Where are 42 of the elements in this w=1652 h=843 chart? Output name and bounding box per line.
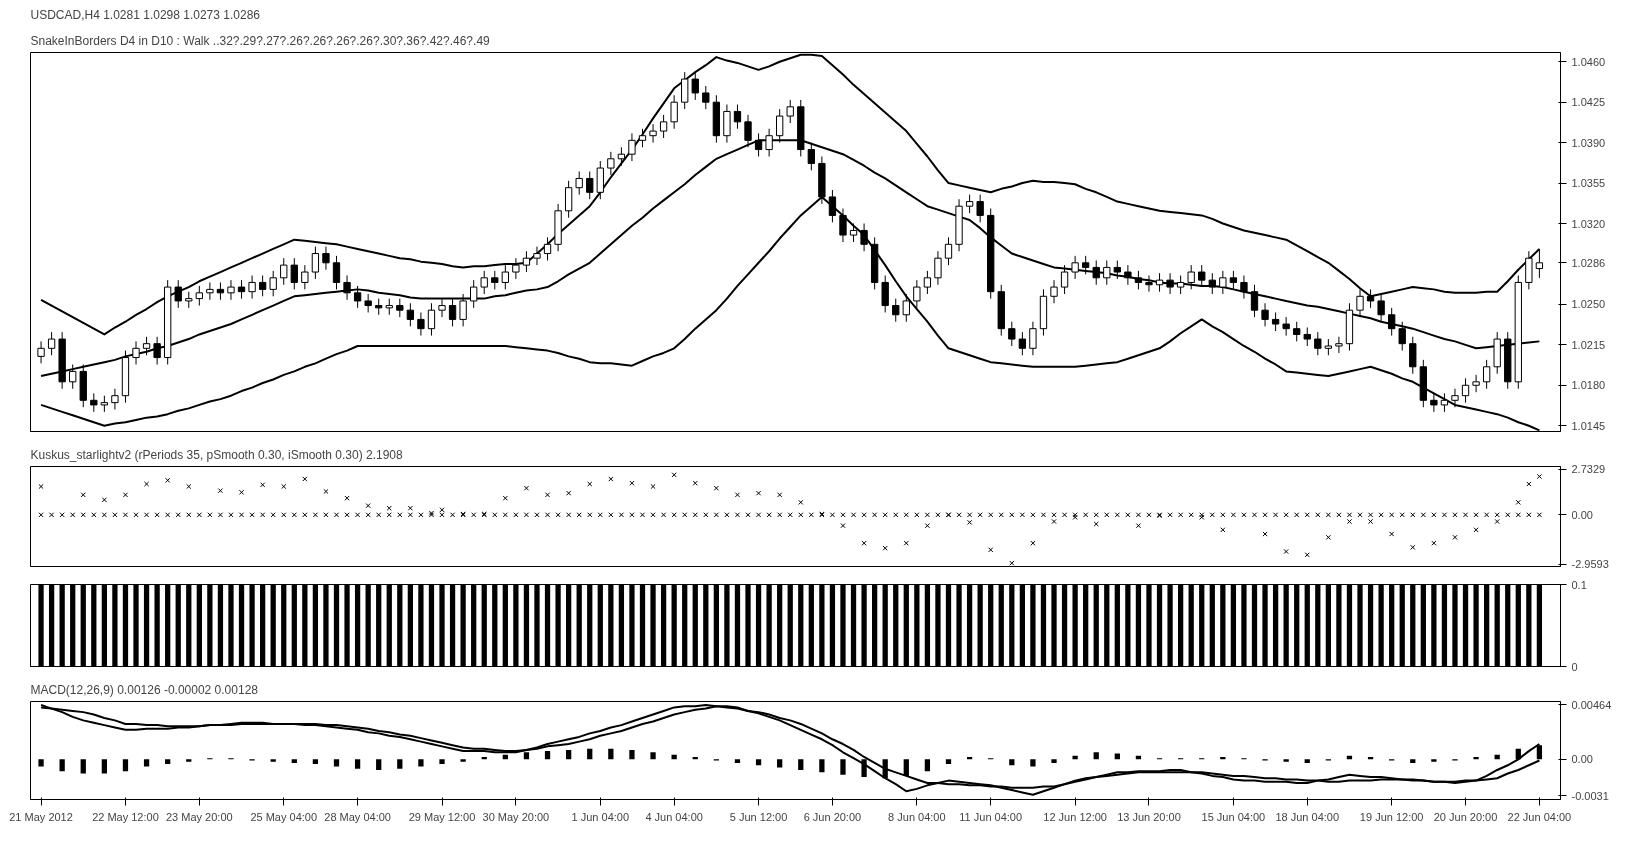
x-tick-label: 13 Jun 20:00 <box>1117 810 1181 823</box>
x-tick-label: 22 May 12:00 <box>92 810 159 823</box>
y-tick-label: 0.1 <box>1571 578 1587 591</box>
y-tick-label: 1.0145 <box>1571 419 1606 432</box>
x-tick-label: 20 Jun 20:00 <box>1433 810 1498 823</box>
x-tick-label: 23 May 20:00 <box>166 810 233 823</box>
y-tick-label: 0.00 <box>1571 508 1593 521</box>
x-tick-label: 15 Jun 04:00 <box>1201 810 1266 823</box>
chart-title: MACD(12,26,9) 0.00126 -0.00002 0.00128 <box>30 682 259 697</box>
y-tick-label: 1.0460 <box>1571 55 1606 68</box>
x-tick-label: 25 May 04:00 <box>250 810 318 823</box>
y-tick-label: -2.9593 <box>1571 558 1609 571</box>
y-tick-label: 0.00464 <box>1571 698 1612 711</box>
chart-title: Kuskus_starlightv2 (rPeriods 35, pSmooth 0.30, iSmooth 0.30) 2.1908 <box>30 447 404 462</box>
chart-title: USDCAD,H4 1.0281 1.0298 1.0273 1.0286 <box>30 7 261 22</box>
x-tick-label: 1 Jun 04:00 <box>571 810 630 823</box>
y-tick-label: 0.00 <box>1571 753 1593 766</box>
y-tick-label: 1.0215 <box>1571 338 1606 351</box>
x-tick-label: 30 May 20:00 <box>482 810 550 823</box>
x-tick-label: 18 Jun 04:00 <box>1275 810 1340 823</box>
y-tick-label: 1.0250 <box>1571 298 1606 311</box>
x-tick-label: 22 Jun 04:00 <box>1507 810 1572 823</box>
y-tick-label: 1.0180 <box>1571 379 1606 392</box>
x-tick-label: 29 May 12:00 <box>408 810 476 823</box>
y-tick-label: 1.0286 <box>1571 256 1606 269</box>
chart-subtitle: SnakeInBorders D4 in D10 : Walk ..32?.29?.27?.26?.26?.26?.26?.30?.36?.42?.46?.49 <box>30 33 491 48</box>
x-tick-label: 6 Jun 20:00 <box>803 810 862 823</box>
x-tick-label: 4 Jun 04:00 <box>645 810 703 823</box>
x-tick-label: 19 Jun 12:00 <box>1359 810 1424 823</box>
x-tick-label: 28 May 04:00 <box>324 810 391 823</box>
y-tick-label: 1.0320 <box>1571 217 1606 230</box>
y-tick-label: -0.0031 <box>1571 789 1609 802</box>
y-tick-label: 2.7329 <box>1571 463 1606 476</box>
x-tick-label: 8 Jun 04:00 <box>888 810 946 823</box>
y-tick-label: 1.0355 <box>1571 177 1606 190</box>
x-tick-label: 12 Jun 12:00 <box>1043 810 1107 823</box>
x-tick-label: 11 Jun 04:00 <box>959 810 1023 823</box>
y-tick-label: 1.0390 <box>1571 136 1606 149</box>
x-tick-label: 21 May 2012 <box>9 810 73 823</box>
y-tick-label: 1.0425 <box>1571 96 1606 109</box>
x-tick-label: 5 Jun 12:00 <box>729 810 788 823</box>
y-tick-label: 0 <box>1571 660 1578 673</box>
